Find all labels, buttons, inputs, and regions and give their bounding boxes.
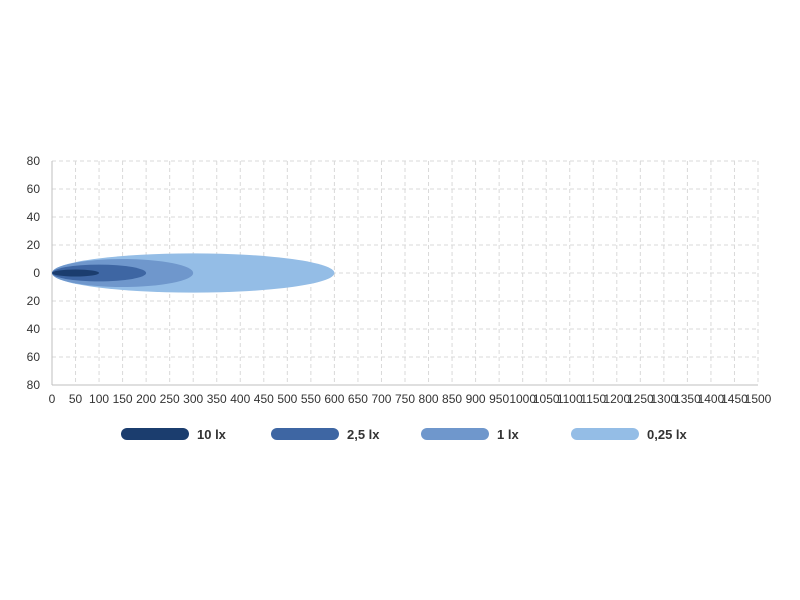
y-tick-label: 80: [27, 378, 41, 392]
x-tick-label: 1300: [651, 392, 678, 406]
y-axis-ticks: 80 60 40 20 0 20 40 60 80: [27, 154, 41, 392]
x-tick-label: 1250: [627, 392, 654, 406]
x-tick-label: 1100: [557, 392, 583, 406]
x-tick-label: 500: [277, 392, 297, 406]
x-tick-label: 200: [136, 392, 156, 406]
x-tick-label: 400: [230, 392, 250, 406]
legend-swatch: [121, 428, 189, 440]
y-tick-label: 0: [33, 266, 40, 280]
y-tick-label: 60: [27, 182, 41, 196]
x-tick-label: 650: [348, 392, 368, 406]
x-tick-label: 800: [419, 392, 439, 406]
x-tick-label: 1350: [674, 392, 701, 406]
x-tick-label: 250: [160, 392, 180, 406]
x-tick-label: 900: [466, 392, 486, 406]
x-tick-label: 0: [49, 392, 56, 406]
y-tick-label: 40: [27, 210, 41, 224]
x-tick-label: 1050: [533, 392, 560, 406]
y-tick-label: 20: [27, 238, 41, 252]
x-tick-label: 300: [183, 392, 203, 406]
legend-label: 10 lx: [197, 427, 227, 442]
x-tick-label: 50: [69, 392, 83, 406]
x-tick-label: 750: [395, 392, 415, 406]
x-tick-label: 550: [301, 392, 321, 406]
legend-swatch: [271, 428, 339, 440]
x-tick-label: 350: [207, 392, 227, 406]
x-tick-label: 150: [113, 392, 133, 406]
beam-areas: [52, 253, 335, 293]
legend-swatch: [421, 428, 489, 440]
x-tick-label: 1150: [580, 392, 606, 406]
x-tick-label: 1200: [603, 392, 630, 406]
y-tick-label: 40: [27, 322, 41, 336]
legend: 10 lx 2,5 lx 1 lx 0,25 lx: [121, 427, 688, 442]
x-tick-label: 450: [254, 392, 274, 406]
beam-area-10-lxlx: [52, 269, 100, 277]
x-tick-label: 1450: [721, 392, 748, 406]
x-axis-ticks: 0 50 100 150 200 250 300 350 400 450 500 550 600 650 7…: [49, 392, 772, 406]
legend-label: 0,25 lx: [647, 427, 688, 442]
x-tick-label: 600: [324, 392, 344, 406]
x-tick-label: 700: [371, 392, 391, 406]
y-tick-label: 20: [27, 294, 41, 308]
x-tick-label: 1400: [698, 392, 725, 406]
y-tick-label: 80: [27, 154, 41, 168]
x-tick-label: 950: [489, 392, 509, 406]
x-tick-label: 1500: [745, 392, 772, 406]
x-tick-label: 1000: [509, 392, 536, 406]
y-tick-label: 60: [27, 350, 41, 364]
x-tick-label: 850: [442, 392, 462, 406]
legend-swatch: [571, 428, 639, 440]
legend-label: 1 lx: [497, 427, 519, 442]
legend-label: 2,5 lx: [347, 427, 380, 442]
x-tick-label: 100: [89, 392, 109, 406]
